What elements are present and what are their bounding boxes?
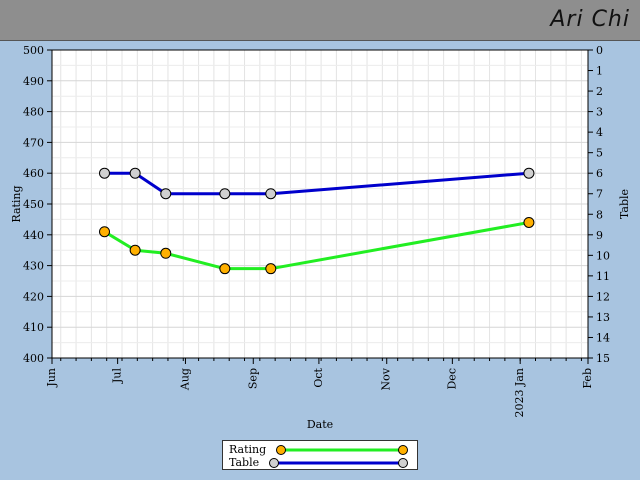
x-tick-label: Aug [178, 368, 191, 391]
data-point-table [160, 188, 172, 200]
y-right-tick-label: 6 [596, 167, 603, 180]
data-point-table [99, 167, 111, 179]
series-line-rating [103, 221, 530, 271]
y-right-tick-label: 2 [596, 85, 603, 98]
legend-swatch-rating [276, 445, 408, 455]
y-left-tick-label: 400 [23, 352, 44, 365]
y-left-tick-label: 490 [23, 75, 44, 88]
data-point-rating [99, 226, 111, 238]
x-tick-label: Jul [111, 368, 124, 384]
y-left-tick-label: 410 [23, 321, 44, 334]
data-point-table [523, 167, 535, 179]
y-right-tick-label: 10 [596, 249, 610, 262]
y-right-axis-title: Table [618, 189, 631, 219]
data-point-table [219, 188, 231, 200]
legend-swatch-table [269, 458, 408, 468]
y-left-axis-title: Rating [10, 185, 23, 222]
y-right-tick-label: 15 [596, 352, 610, 365]
y-left-tick-label: 450 [23, 198, 44, 211]
y-right-tick-label: 4 [596, 126, 603, 139]
data-point-table [265, 188, 277, 200]
y-left-tick-label: 500 [23, 44, 44, 57]
y-right-tick-label: 1 [596, 65, 603, 78]
header-bar: Ari Chi [0, 0, 640, 41]
y-left-tick-label: 470 [23, 136, 44, 149]
data-point-rating [160, 247, 172, 259]
y-left-tick-label: 430 [23, 260, 44, 273]
y-left-tick-label: 480 [23, 106, 44, 119]
x-tick-label: Dec [445, 368, 458, 390]
y-right-tick-label: 0 [596, 44, 603, 57]
y-right-tick-label: 14 [596, 331, 610, 344]
legend: Rating Table [222, 440, 418, 470]
y-right-tick-label: 13 [596, 311, 610, 324]
y-left-tick-label: 460 [23, 167, 44, 180]
data-point-rating [129, 244, 141, 256]
y-right-tick-label: 9 [596, 229, 603, 242]
data-point-rating [219, 263, 231, 275]
data-point-rating [265, 263, 277, 275]
y-right-tick-label: 3 [596, 106, 603, 119]
x-tick-label: 2023 Jan [513, 368, 526, 418]
x-tick-label: Nov [380, 367, 393, 390]
y-right-tick-label: 5 [596, 147, 603, 160]
x-tick-label: Oct [312, 367, 325, 387]
legend-label-table: Table [229, 456, 260, 469]
x-tick-label: Sep [246, 368, 259, 389]
legend-item-table: Table [229, 456, 413, 469]
header-title: Ari Chi [550, 7, 630, 32]
data-point-table [129, 167, 141, 179]
y-right-tick-label: 7 [596, 188, 603, 201]
y-right-tick-label: 11 [596, 270, 610, 283]
y-right-tick-label: 8 [596, 208, 603, 221]
legend-item-rating: Rating [229, 443, 413, 456]
y-left-tick-label: 420 [23, 290, 44, 303]
x-tick-label: Feb [581, 368, 594, 389]
x-axis-title: Date [307, 418, 333, 431]
y-right-tick-label: 12 [596, 290, 610, 303]
y-left-tick-label: 440 [23, 229, 44, 242]
data-point-rating [523, 216, 535, 228]
legend-label-rating: Rating [229, 443, 267, 456]
x-tick-label: Jun [45, 368, 58, 388]
